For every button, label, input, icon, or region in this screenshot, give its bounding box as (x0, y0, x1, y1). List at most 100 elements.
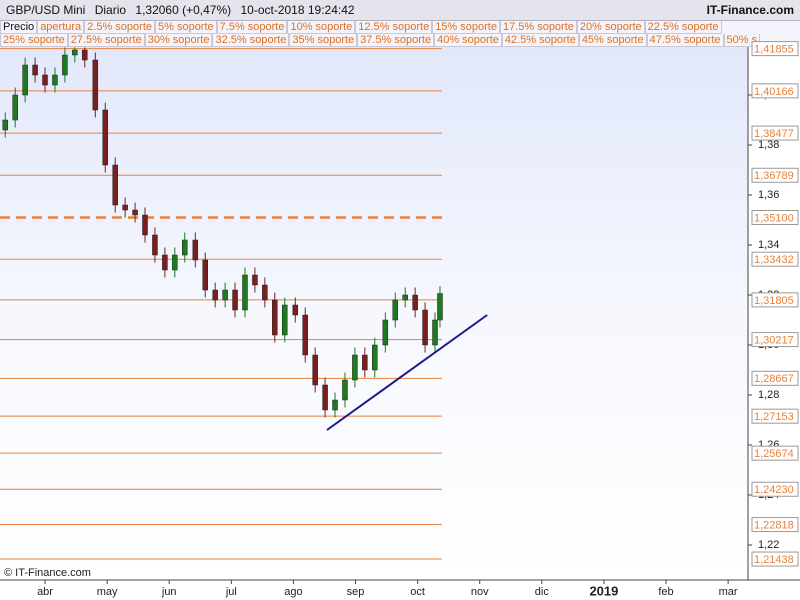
x-tick-label: nov (471, 586, 489, 598)
x-tick-label: 2019 (589, 583, 618, 598)
candle-body (392, 299, 399, 321)
legend-row: Precio apertura 2.5% soporte 5% soporte 7.5%… (0, 21, 800, 34)
level-label-box (751, 408, 799, 424)
legend-item[interactable]: 20% soporte (576, 21, 645, 34)
candle-body (102, 109, 109, 166)
legend-item[interactable]: 27.5% soporte (67, 34, 145, 47)
legend-item[interactable]: 32.5% soporte (212, 34, 290, 47)
candle-body (292, 304, 299, 316)
level-label-box (751, 125, 799, 141)
legend-item[interactable]: 37.5% soporte (357, 34, 435, 47)
candle-body (192, 239, 199, 261)
legend-item[interactable]: 15% soporte (432, 21, 500, 34)
candle-body (152, 234, 158, 256)
level-label: 1,38477 (754, 128, 794, 140)
legend-item[interactable]: 42.5% soporte (501, 34, 579, 47)
level-label: 1,22818 (754, 519, 794, 531)
candle-body (42, 74, 48, 86)
candle-body (2, 119, 9, 131)
y-tick-label: 1,34 (758, 239, 779, 251)
candle-body (362, 354, 368, 371)
legend-item[interactable]: 22.5% soporte (644, 21, 722, 34)
candle-body (12, 94, 18, 121)
period: Diario (94, 3, 127, 17)
level-label-box (751, 41, 799, 57)
candle-body (437, 293, 443, 321)
candle-body (162, 254, 168, 271)
candle-body (332, 399, 338, 411)
level-label-box (751, 481, 799, 497)
candle-body (281, 304, 288, 336)
x-tick-label: may (97, 586, 118, 598)
candle-body (212, 289, 218, 301)
plot-area (0, 47, 748, 580)
legend-item[interactable]: 10% soporte (287, 21, 356, 34)
timestamp: 10-oct-2018 19:24:42 (240, 3, 355, 17)
y-tick-label: 1,28 (758, 389, 779, 401)
candle-body (252, 274, 258, 286)
x-tick-label: jul (225, 586, 237, 598)
level-label-box (751, 332, 799, 348)
candle-body (52, 74, 58, 86)
x-tick-label: jun (161, 586, 177, 598)
legend-item[interactable]: 30% soporte (144, 34, 213, 47)
candle-body (352, 354, 358, 381)
level-label-box (751, 292, 799, 308)
candle-body (181, 239, 188, 256)
level-label: 1,33432 (754, 254, 794, 266)
candle-body (372, 344, 378, 371)
legend-item[interactable]: 2.5% soporte (84, 21, 155, 34)
candle-body (322, 384, 328, 411)
level-label: 1,30217 (754, 334, 794, 346)
candle-body (242, 274, 248, 311)
candle-body (222, 289, 228, 301)
candle-body (202, 259, 208, 291)
level-label-box (751, 551, 799, 567)
candle-body (82, 49, 88, 61)
legend-item[interactable]: 47.5% soporte (646, 34, 724, 47)
candle-body (142, 214, 148, 236)
level-label: 1,41855 (754, 44, 794, 56)
legend-item[interactable]: Precio (0, 21, 38, 34)
legend-item[interactable]: apertura (37, 21, 85, 34)
x-tick-label: ago (284, 586, 302, 598)
last-price: 1,32060 (+0,47%) (135, 3, 232, 17)
y-tick-label: 1,36 (758, 189, 779, 201)
candle-body (302, 314, 308, 356)
legend-item[interactable]: 40% soporte (434, 34, 502, 47)
candle-body (312, 354, 318, 386)
legend-item[interactable]: 45% soporte (578, 34, 647, 47)
y-tick-label: 1,22 (758, 539, 779, 551)
candle-body (272, 299, 278, 336)
candle-body (62, 54, 68, 76)
legend-item[interactable]: 50% s (723, 34, 761, 47)
legend-item[interactable]: 5% soporte (155, 21, 217, 34)
level-label-box (751, 167, 799, 183)
level-label: 1,28667 (754, 373, 794, 385)
trendline (326, 314, 488, 431)
candle-body (22, 64, 28, 96)
legend-item[interactable]: 7.5% soporte (216, 21, 288, 34)
candle-body (132, 209, 138, 216)
level-label: 1,35100 (754, 212, 794, 224)
footer: © IT-Finance.com (4, 567, 91, 579)
legend-item[interactable]: 35% soporte (289, 34, 358, 47)
level-label: 1,24230 (754, 484, 794, 496)
level-label: 1,40166 (754, 86, 794, 98)
legend-item[interactable]: 12.5% soporte (355, 21, 433, 34)
level-label: 1,25674 (754, 448, 794, 460)
level-label: 1,36789 (754, 170, 794, 182)
level-label-box (751, 210, 799, 225)
legend-row: 25% soporte 27.5% soporte 30% soporte 32.5%… (0, 34, 800, 47)
x-tick-label: dic (535, 586, 550, 598)
level-label-box (751, 517, 799, 533)
legend-item[interactable]: 25% soporte (0, 34, 68, 47)
legend-item[interactable]: 17.5% soporte (499, 21, 577, 34)
x-tick-label: oct (410, 586, 425, 598)
candle-body (382, 319, 389, 346)
level-label-box (751, 83, 799, 99)
level-label-box (751, 445, 799, 461)
x-tick-label: abr (37, 586, 53, 598)
